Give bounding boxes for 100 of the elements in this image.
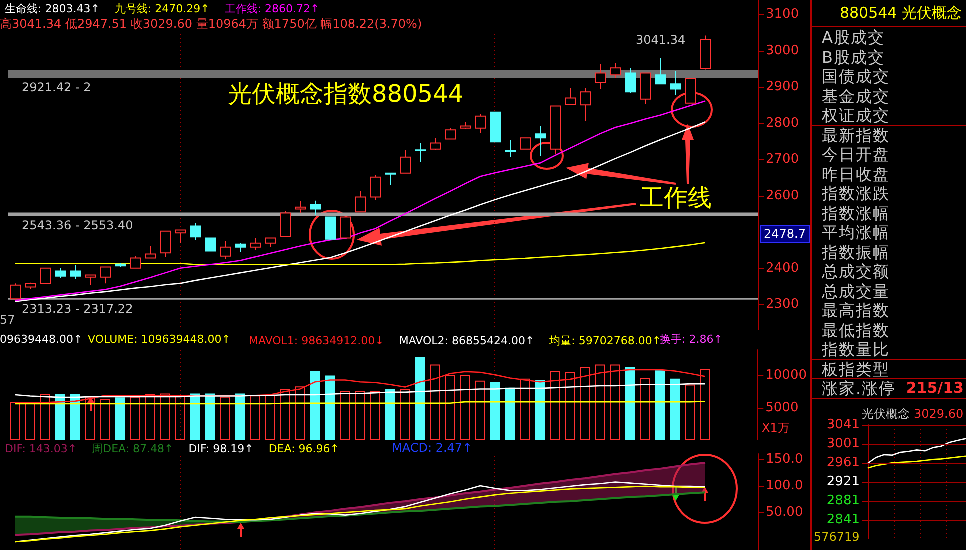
candlestick bbox=[265, 238, 276, 248]
text: 国债成交 bbox=[822, 67, 890, 86]
bar bbox=[385, 389, 396, 440]
line-series bbox=[867, 456, 966, 469]
text: A股成交 bbox=[822, 28, 885, 47]
text: 总成交量 bbox=[822, 282, 890, 300]
y-tick-label: 50.00 bbox=[766, 505, 804, 520]
line-series bbox=[14, 242, 706, 266]
bar bbox=[550, 371, 560, 440]
annotation: MACD: 2.47↑ bbox=[392, 441, 473, 455]
y-tick-label: 5000 bbox=[766, 400, 799, 416]
y-tick-label: 2800 bbox=[766, 116, 800, 131]
candlestick bbox=[385, 172, 396, 186]
line-series bbox=[867, 438, 966, 464]
bar bbox=[610, 364, 620, 440]
candlestick bbox=[280, 210, 291, 237]
y-tick-label: 3041 bbox=[826, 418, 860, 432]
candlestick bbox=[415, 142, 426, 163]
candlestick bbox=[220, 240, 231, 260]
y-tick-label: 2921 bbox=[826, 474, 860, 490]
text: 最新指数 bbox=[822, 126, 890, 144]
bar bbox=[145, 394, 156, 440]
bar bbox=[40, 394, 50, 440]
y-tick-label: 2600 bbox=[766, 188, 800, 204]
candlestick bbox=[40, 268, 51, 285]
text: 今日开盘 bbox=[822, 145, 890, 164]
candlestick bbox=[10, 283, 21, 300]
text: 权证成交 bbox=[822, 106, 890, 125]
y-tick-label: 2900 bbox=[766, 80, 800, 95]
text: 215/13 bbox=[906, 379, 964, 398]
y-tick-label: 2881 bbox=[826, 494, 860, 508]
bar bbox=[310, 371, 320, 440]
text: 昨日收盘 bbox=[822, 164, 890, 184]
bar bbox=[250, 396, 260, 440]
bar bbox=[55, 394, 66, 440]
band-label: 2313.23 - 2317.22 bbox=[22, 302, 134, 316]
y-tick-label: 3001 bbox=[826, 436, 860, 452]
text: 指数量比 bbox=[822, 340, 890, 359]
candlestick bbox=[325, 216, 336, 241]
text: 九号线: 2470.29↑ bbox=[114, 2, 210, 16]
bar bbox=[685, 384, 696, 440]
bar bbox=[190, 394, 200, 440]
candlestick bbox=[250, 238, 261, 251]
annotation: 57 bbox=[0, 313, 16, 327]
bar bbox=[475, 380, 486, 440]
text: 工作线: 2860.72↑ bbox=[224, 2, 320, 16]
bar bbox=[535, 380, 546, 440]
y-tick-label: 100.0 bbox=[766, 478, 804, 494]
text: 周DEA: 87.48↑ bbox=[92, 442, 174, 456]
bar bbox=[115, 398, 126, 440]
bar bbox=[670, 378, 680, 440]
candlestick bbox=[310, 200, 321, 216]
candlestick bbox=[145, 246, 156, 259]
candlestick bbox=[70, 264, 81, 280]
text: 880544 光伏概念 bbox=[812, 0, 966, 27]
text: 2478.7 bbox=[764, 227, 806, 241]
candlestick bbox=[655, 58, 666, 85]
text: 指数涨跌 bbox=[822, 184, 890, 203]
candlestick bbox=[100, 266, 111, 284]
bar bbox=[265, 395, 276, 440]
candlestick bbox=[460, 122, 471, 130]
text: 生命线: 2803.43↑ bbox=[5, 2, 100, 16]
bar bbox=[205, 394, 216, 440]
candlestick bbox=[370, 174, 381, 201]
text: 基金成交 bbox=[822, 86, 890, 106]
bar bbox=[400, 389, 410, 440]
bar bbox=[460, 375, 470, 440]
candlestick bbox=[400, 150, 411, 174]
candlestick bbox=[700, 35, 711, 70]
candlestick bbox=[610, 62, 621, 79]
y-tick-label: 2400 bbox=[766, 260, 800, 276]
candlestick bbox=[235, 242, 246, 253]
candlestick bbox=[580, 88, 591, 122]
candlestick bbox=[685, 78, 696, 104]
bar bbox=[130, 396, 140, 440]
candlestick bbox=[520, 138, 531, 150]
bar bbox=[100, 400, 110, 440]
candlestick bbox=[340, 216, 351, 239]
bar bbox=[520, 378, 530, 440]
candlestick bbox=[130, 256, 141, 269]
bar bbox=[565, 372, 576, 440]
candlestick bbox=[85, 274, 96, 286]
chart-title: 光伏概念 bbox=[862, 407, 910, 421]
text: 板指类型 bbox=[822, 360, 890, 378]
bar bbox=[700, 370, 710, 440]
bar bbox=[295, 386, 306, 440]
candlestick bbox=[160, 230, 171, 258]
candlestick bbox=[505, 140, 516, 158]
candlestick bbox=[535, 126, 546, 157]
candlestick bbox=[565, 88, 576, 105]
candlestick bbox=[55, 268, 66, 280]
candlestick bbox=[640, 72, 651, 105]
bar bbox=[10, 402, 20, 440]
text: 高3041.34 低2947.51 收3029.60 量10964万 额1750亿 幅108.22(3.70%) bbox=[0, 17, 422, 31]
bar bbox=[505, 388, 516, 440]
candlestick bbox=[445, 128, 456, 140]
text: 最低指数 bbox=[822, 320, 890, 340]
bar bbox=[625, 367, 636, 440]
text: 涨家.涨停 bbox=[822, 379, 896, 398]
y-tick-label: 2300 bbox=[766, 297, 800, 312]
